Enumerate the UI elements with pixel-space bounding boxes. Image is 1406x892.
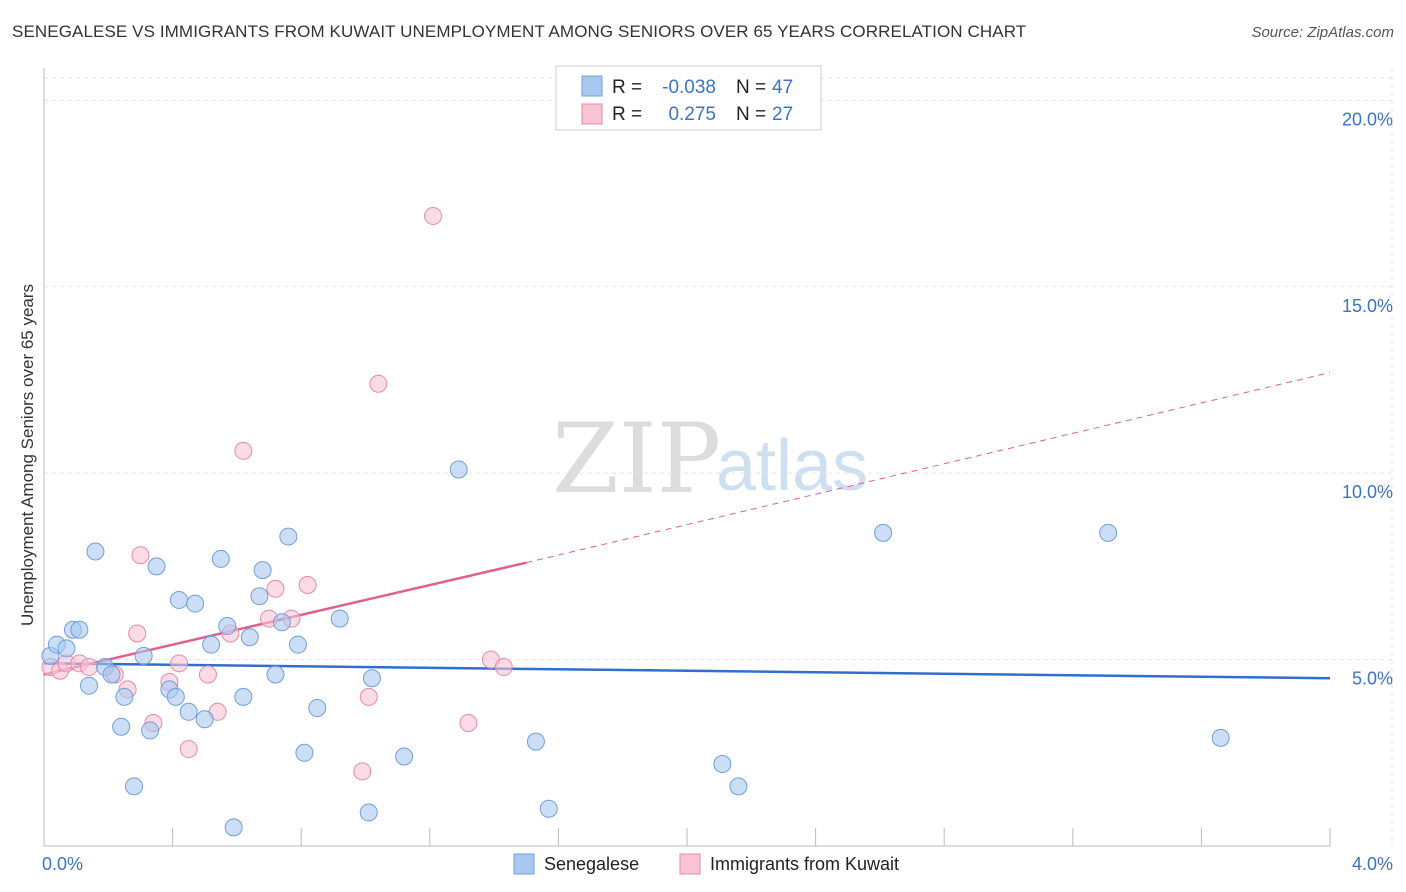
kuwait-point — [424, 206, 443, 225]
kuwait-point — [128, 624, 147, 643]
senegalese-point — [179, 702, 198, 721]
senegalese-point — [449, 460, 468, 479]
kuwait-point — [494, 658, 513, 677]
senegalese-point — [250, 587, 269, 606]
senegalese-point — [272, 613, 291, 632]
kuwait-point — [353, 762, 372, 781]
tick-label-layer: 5.0% 10.0% 15.0% 20.0% 0.0% 4.0% — [42, 109, 1393, 874]
senegalese-point — [308, 699, 327, 718]
grid-layer — [44, 68, 1393, 846]
senegalese-point — [202, 635, 221, 654]
kuwait-point — [131, 546, 150, 565]
y-tick-label: 5.0% — [1352, 669, 1393, 689]
legend-r-label-2: R = — [612, 104, 642, 125]
series-legend: Senegalese Immigrants from Kuwait — [513, 853, 899, 875]
kuwait-point — [359, 687, 378, 706]
senegalese-point — [279, 527, 298, 546]
legend-n-value-2: 27 — [772, 104, 793, 125]
legend-r-value-2: 0.275 — [668, 104, 716, 125]
senegalese-point — [211, 549, 230, 568]
points-layer — [41, 206, 1230, 837]
senegalese-point — [141, 721, 160, 740]
kuwait-point — [234, 441, 253, 460]
legend-r-value-1: -0.038 — [662, 77, 716, 98]
kuwait-point — [198, 665, 217, 684]
senegalese-point — [170, 590, 189, 609]
senegalese-point — [224, 818, 243, 837]
senegalese-point — [112, 717, 131, 736]
senegalese-point — [115, 687, 134, 706]
senegalese-point — [288, 635, 307, 654]
kuwait-trend-extension — [526, 372, 1331, 564]
senegalese-point — [102, 665, 121, 684]
senegalese-point — [1211, 728, 1230, 747]
axis-layer — [43, 68, 1331, 847]
correlation-legend: R = -0.038 N = 47 R = 0.275 N = 27 — [555, 65, 822, 131]
kuwait-point — [298, 576, 317, 595]
senegalese-point — [330, 609, 349, 628]
legend-r-label-1: R = — [612, 77, 642, 98]
senegalese-point — [874, 523, 893, 542]
legend-n-label-1: N = — [736, 77, 766, 98]
y-tick-label: 10.0% — [1342, 482, 1393, 502]
senegalese-point — [253, 561, 272, 580]
kuwait-point — [179, 740, 198, 759]
legend-n-label-2: N = — [736, 104, 766, 125]
kuwait-point — [369, 374, 388, 393]
kuwait-point — [170, 654, 189, 673]
senegalese-point — [147, 557, 166, 576]
y-tick-label: 20.0% — [1342, 109, 1393, 129]
senegalese-point — [395, 747, 414, 766]
chart-title: SENEGALESE VS IMMIGRANTS FROM KUWAIT UNE… — [12, 22, 1027, 41]
bottom-legend-swatch-senegalese — [513, 853, 535, 875]
y-axis-label: Unemployment Among Seniors over 65 years — [18, 284, 37, 626]
senegalese-point — [1099, 523, 1118, 542]
senegalese-point — [134, 646, 153, 665]
x-tick-label: 0.0% — [42, 854, 83, 874]
kuwait-point — [459, 713, 478, 732]
senegalese-point — [362, 669, 381, 688]
watermark-zip: ZIP — [552, 403, 721, 515]
senegalese-point — [195, 710, 214, 729]
senegalese-point — [526, 732, 545, 751]
senegalese-point — [218, 617, 237, 636]
senegalese-point — [86, 542, 105, 561]
legend-swatch-senegalese — [581, 75, 603, 97]
bottom-legend-label-kuwait: Immigrants from Kuwait — [710, 854, 899, 874]
legend-swatch-kuwait — [581, 103, 603, 125]
x-tick-label: 4.0% — [1352, 854, 1393, 874]
bottom-legend-label-senegalese: Senegalese — [544, 854, 639, 874]
senegalese-point — [57, 639, 76, 658]
senegalese-point — [539, 799, 558, 818]
senegalese-point — [80, 676, 99, 695]
senegalese-trend-line — [43, 662, 1331, 680]
senegalese-point — [295, 743, 314, 762]
y-tick-label: 15.0% — [1342, 296, 1393, 316]
senegalese-point — [70, 620, 89, 639]
bottom-legend-swatch-kuwait — [679, 853, 701, 875]
senegalese-point — [359, 803, 378, 822]
legend-n-value-1: 47 — [772, 77, 793, 98]
senegalese-point — [266, 665, 285, 684]
watermark-atlas: atlas — [716, 426, 868, 506]
senegalese-point — [729, 777, 748, 796]
kuwait-point — [80, 658, 99, 677]
senegalese-point — [713, 754, 732, 773]
senegalese-point — [186, 594, 205, 613]
senegalese-point — [125, 777, 144, 796]
chart-source: Source: ZipAtlas.com — [1251, 24, 1394, 41]
senegalese-point — [240, 628, 259, 647]
kuwait-point — [266, 579, 285, 598]
senegalese-point — [166, 687, 185, 706]
senegalese-point — [234, 687, 253, 706]
